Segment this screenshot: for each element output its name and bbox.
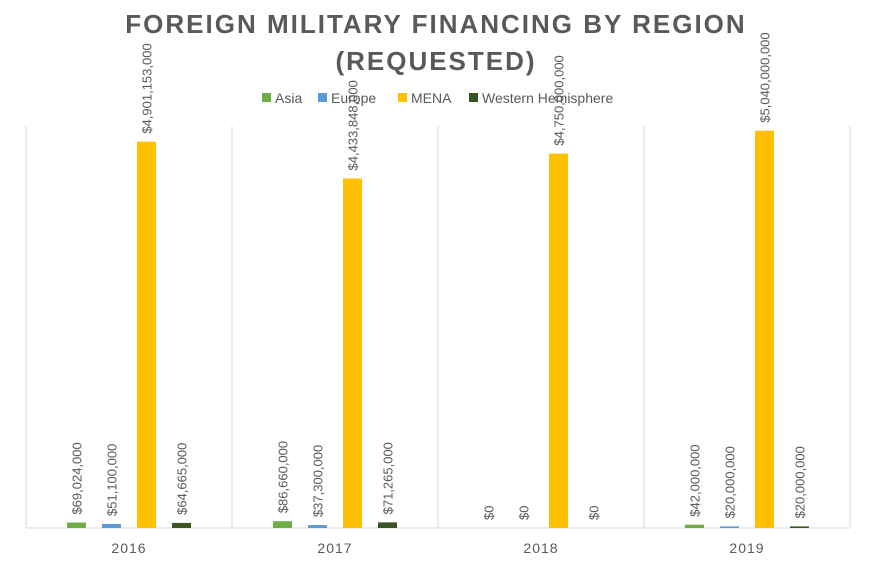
- plot-area: $69,024,000 $51,100,000 $4,901,153,000 $64,…: [25, 32, 851, 556]
- legend-item: Europe: [318, 90, 376, 106]
- x-tick-label: 2016: [111, 540, 146, 556]
- legend-swatch: [469, 93, 478, 102]
- data-label: $51,100,000: [105, 444, 120, 516]
- bar: [790, 526, 809, 528]
- legend-item: MENA: [398, 90, 452, 106]
- legend-item: Asia: [262, 90, 302, 106]
- legend-item: Western Hemisphere: [469, 90, 613, 106]
- legend-swatch: [398, 93, 407, 102]
- bar: [549, 153, 568, 528]
- legend-label: MENA: [411, 90, 452, 106]
- bar: [102, 523, 121, 528]
- data-label: $4,433,848,000: [346, 80, 361, 170]
- data-label: $20,000,000: [793, 446, 808, 518]
- chart-title-line: (REQUESTED): [335, 46, 536, 76]
- data-label: $20,000,000: [723, 446, 738, 518]
- bar: [378, 522, 397, 528]
- legend: Asia Europe MENA Western Hemisphere: [262, 90, 613, 106]
- x-tick-label: 2019: [729, 540, 764, 556]
- data-label: $64,665,000: [175, 443, 190, 515]
- bar: [755, 130, 774, 528]
- legend-label: Western Hemisphere: [482, 90, 613, 106]
- bar: [67, 522, 86, 528]
- x-tick-label: 2017: [317, 540, 352, 556]
- bar: [720, 526, 739, 528]
- legend-swatch: [262, 93, 271, 102]
- data-label: $5,040,000,000: [758, 32, 773, 122]
- bar: [172, 522, 191, 528]
- x-tick-label: 2018: [523, 540, 558, 556]
- data-label: $71,265,000: [381, 442, 396, 514]
- data-label: $0: [587, 506, 602, 520]
- data-label: $42,000,000: [688, 444, 703, 516]
- bar: [137, 141, 156, 528]
- bar: [685, 524, 704, 528]
- bar: [273, 521, 292, 528]
- legend-swatch: [318, 93, 327, 102]
- bar: [343, 178, 362, 528]
- chart-title: FOREIGN MILITARY FINANCING BY REGION (REQ…: [125, 9, 746, 76]
- data-label: $69,024,000: [70, 442, 85, 514]
- bar: [308, 525, 327, 528]
- data-label: $86,660,000: [276, 441, 291, 513]
- legend-label: Asia: [275, 90, 302, 106]
- data-label: $4,750,000,000: [552, 55, 567, 145]
- data-label: $4,901,153,000: [140, 43, 155, 133]
- chart-title-line: FOREIGN MILITARY FINANCING BY REGION: [125, 9, 746, 39]
- data-label: $0: [517, 506, 532, 520]
- data-label: $0: [482, 506, 497, 520]
- legend-label: Europe: [331, 90, 376, 106]
- data-label: $37,300,000: [311, 445, 326, 517]
